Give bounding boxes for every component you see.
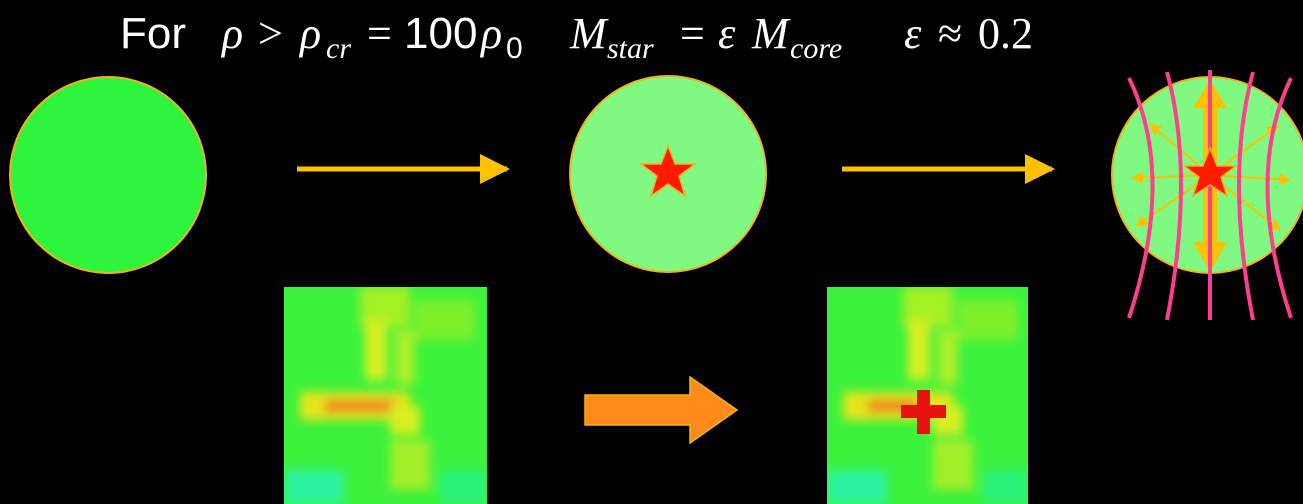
star-icon	[638, 143, 698, 198]
formula-eq1: =	[367, 9, 392, 58]
formula-approx: ≈	[938, 9, 962, 58]
formula-title: For ρ > ρ cr = 100 ρ 0 M star = ε M core…	[120, 9, 1033, 68]
formula-gt: >	[258, 9, 283, 58]
formula-eps2: ε	[904, 9, 922, 58]
dense-core-circle	[9, 76, 207, 274]
formula-eps-value: 0.2	[978, 9, 1033, 58]
formula-m-star: M	[569, 9, 609, 58]
formula-sub-star: star	[607, 32, 654, 65]
formula-m-core: M	[751, 9, 791, 58]
star-icon	[1181, 145, 1239, 198]
simulation-panel-after	[827, 287, 1028, 504]
formula-hundred: 100	[404, 9, 477, 58]
field-lines	[1127, 70, 1293, 321]
formula-sub-core: core	[790, 32, 842, 65]
formula-eps1: ε	[718, 9, 736, 58]
formula-eq2: =	[680, 9, 705, 58]
plus-icon	[901, 390, 946, 434]
formula-rho-cr: ρ	[298, 9, 321, 58]
feedback-stage	[1111, 70, 1303, 321]
formula-sub-0: 0	[506, 32, 523, 65]
formula-sub-cr: cr	[326, 32, 351, 65]
simulation-panel-before	[284, 287, 487, 504]
formula-rho: ρ	[220, 9, 243, 58]
block-arrow-icon	[584, 375, 739, 445]
formula-for-word: For	[120, 9, 186, 58]
formula-rho-0: ρ	[479, 9, 502, 58]
